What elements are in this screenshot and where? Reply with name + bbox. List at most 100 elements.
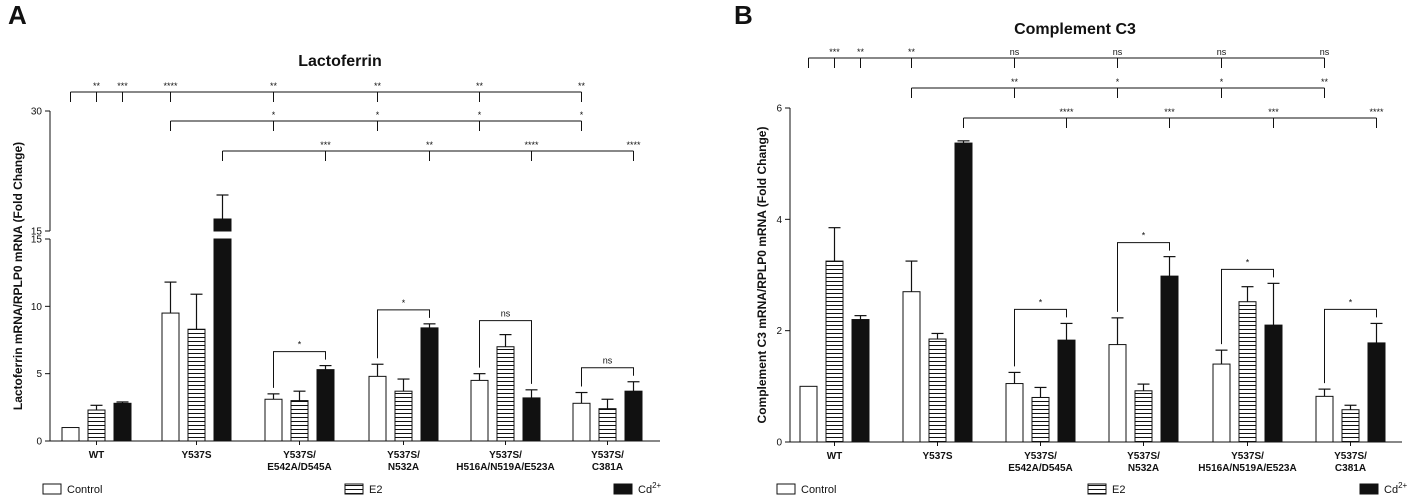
panel-a: A Lactoferrin Lactoferrin mRNA/RPLP0 mRN…: [8, 0, 660, 473]
within-group-bracket: [1014, 308, 1067, 367]
legend-label: E2: [1112, 484, 1125, 496]
category-label: N532A: [1128, 463, 1159, 474]
panel-b-legend: Control E2 Cd2+: [776, 481, 1408, 496]
category-label: N532A: [388, 462, 419, 473]
legend-swatch-striped: [344, 483, 364, 495]
bar: [954, 142, 973, 443]
category-label: Y537S/: [387, 450, 420, 461]
significance-label: ***: [1164, 107, 1175, 117]
y-tick-label: 30: [31, 107, 43, 118]
bar: [187, 328, 206, 442]
legend-swatch-striped: [1087, 483, 1107, 495]
significance-label: **: [578, 81, 586, 91]
bar: [1005, 383, 1024, 443]
y-tick-label: 2: [776, 326, 782, 337]
category-label: Y537S/: [1231, 451, 1264, 462]
category-label: Y537S/: [1334, 451, 1367, 462]
bar: [799, 385, 818, 443]
bar: [1057, 339, 1076, 443]
bar: [290, 400, 309, 442]
within-group-bracket: [479, 320, 532, 384]
significance-label: **: [1011, 77, 1019, 87]
bar: [264, 398, 283, 442]
within-group-significance: ns: [603, 356, 613, 366]
within-group-significance: *: [1246, 257, 1250, 267]
category-label: Y537S/: [1024, 451, 1057, 462]
significance-label: ***: [320, 140, 331, 150]
bar: [522, 397, 541, 442]
category-label: Y537S: [922, 451, 952, 462]
category-label: Y537S/: [489, 450, 522, 461]
significance-label: ns: [1010, 47, 1020, 57]
panel-b-bars: [799, 140, 1386, 443]
bar: [928, 338, 947, 443]
panel-a-legend: Control E2 Cd2+: [42, 481, 662, 496]
significance-label: **: [476, 81, 484, 91]
bar: [902, 291, 921, 443]
y-tick-label: 15: [31, 227, 43, 238]
legend-label: Control: [801, 484, 836, 496]
panel-a-category-labels: WT Y537S Y537S/E542A/D545AY537S/N532AY537S…: [89, 450, 624, 473]
within-group-bracket: [1324, 308, 1377, 384]
y-tick-label: 4: [776, 215, 782, 226]
bar: [1238, 301, 1257, 443]
significance-label: **: [1321, 77, 1329, 87]
significance-label: ns: [1217, 47, 1227, 57]
bar: [420, 327, 439, 442]
bar: [572, 402, 591, 442]
category-label: Y537S/: [1127, 451, 1160, 462]
within-group-bracket: [1117, 242, 1170, 312]
within-group-significance: *: [1349, 297, 1353, 307]
y-tick-label: 5: [36, 369, 42, 380]
significance-label: ****: [163, 81, 178, 91]
panel-b-axes: 0 2 4 6: [776, 104, 1402, 449]
category-label: C381A: [592, 462, 623, 473]
significance-label: ****: [626, 140, 641, 150]
bar: [87, 409, 106, 442]
bar: [1264, 324, 1283, 443]
significance-label: ***: [117, 81, 128, 91]
within-group-bracket: [377, 309, 430, 359]
significance-label: *: [580, 110, 584, 120]
category-label: E542A/D545A: [267, 462, 331, 473]
significance-label: ****: [524, 140, 539, 150]
category-label: WT: [827, 451, 843, 462]
significance-label: *: [1220, 77, 1224, 87]
panel-b-letter: B: [734, 0, 753, 30]
bar: [1212, 363, 1231, 443]
within-group-bracket: [273, 351, 326, 388]
category-label: Y537S/: [591, 450, 624, 461]
significance-label: **: [270, 81, 278, 91]
significance-label: *: [376, 110, 380, 120]
category-label: Y537S/: [283, 450, 316, 461]
legend-label: Cd2+: [638, 481, 662, 496]
legend-label-text: E2: [369, 484, 382, 496]
bar: [1031, 396, 1050, 443]
significance-label: **: [374, 81, 382, 91]
significance-label: ns: [1113, 47, 1123, 57]
legend-swatch-solid: [613, 483, 633, 495]
within-group-significance: *: [402, 298, 406, 308]
significance-label: **: [93, 81, 101, 91]
significance-label: ****: [1369, 107, 1384, 117]
category-label: H516A/N519A/E523A: [1198, 463, 1296, 474]
y-tick-label: 0: [36, 437, 42, 448]
panel-b-significance: *** ** ** ns ns ns ns** * * ****** *** *** ********: [808, 47, 1384, 384]
significance-label: ***: [1268, 107, 1279, 117]
significance-label: **: [908, 47, 916, 57]
significance-label: *: [272, 110, 276, 120]
within-group-bracket: [581, 367, 634, 387]
significance-label: **: [857, 47, 865, 57]
panel-a-y-axis-label: Lactoferrin mRNA/RPLP0 mRNA (Fold Change…: [11, 142, 25, 410]
bar: [161, 312, 180, 442]
legend-label-superscript: 2+: [1398, 481, 1407, 490]
panel-b-title: Complement C3: [1014, 21, 1136, 38]
panel-a-bars: [61, 194, 643, 442]
legend-label-text: Control: [67, 484, 102, 496]
bar-upper-segment: [213, 218, 232, 232]
legend-label-text: E2: [1112, 484, 1125, 496]
bar: [113, 402, 132, 442]
legend-label-text: Cd: [638, 484, 652, 496]
bar: [61, 427, 80, 442]
